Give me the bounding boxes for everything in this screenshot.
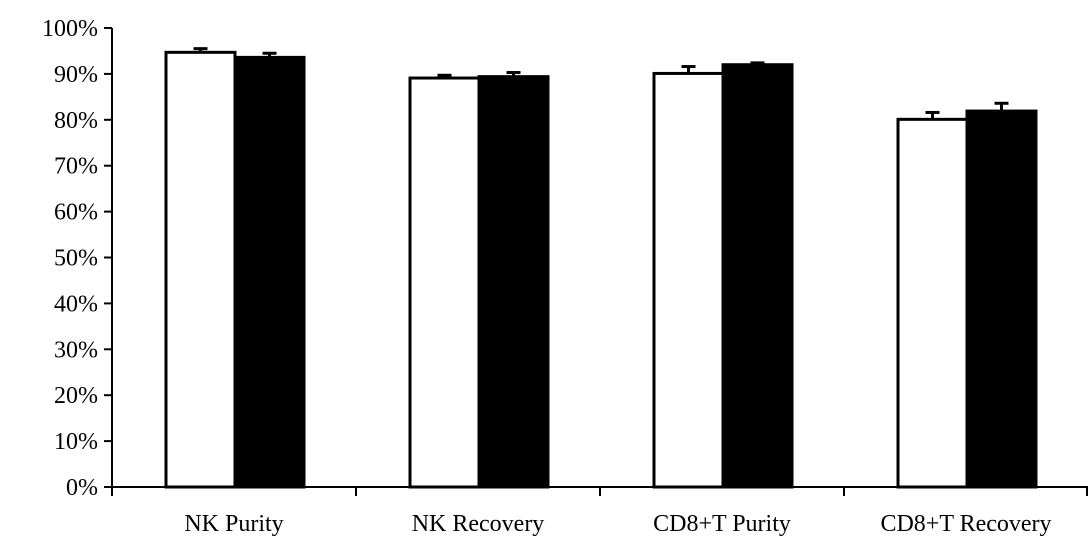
- y-tick-label: 50%: [54, 246, 98, 272]
- bar-white-nk-purity: [164, 50, 237, 489]
- error-bars-group: [193, 47, 1009, 120]
- bar-white-cd8-t-purity: [652, 71, 725, 489]
- x-category-label: CD8+T Recovery: [880, 511, 1051, 537]
- x-category-label: NK Purity: [184, 511, 283, 537]
- bar-white-nk-recovery: [408, 76, 481, 489]
- x-category-label: NK Recovery: [412, 511, 545, 537]
- bar-white-cd8-t-recovery: [896, 117, 969, 489]
- y-axis-ticks: 0% 10% 20% 30% 40% 50% 60% 70% 80% 90% 100%: [42, 16, 112, 501]
- x-category-label: CD8+T Purity: [653, 511, 791, 537]
- y-tick-label: 20%: [54, 383, 98, 409]
- y-tick-label: 0%: [66, 475, 98, 501]
- y-tick-label: 60%: [54, 200, 98, 226]
- axes: [111, 28, 1088, 496]
- y-tick-label: 30%: [54, 337, 98, 363]
- bar-black-nk-recovery: [477, 75, 550, 489]
- x-axis-labels: NK Purity NK Recovery CD8+T Purity CD8+T Re…: [184, 511, 1051, 537]
- y-tick-label: 10%: [54, 429, 98, 455]
- y-tick-label: 80%: [54, 108, 98, 134]
- y-tick-label: 100%: [42, 16, 98, 42]
- bar-black-cd8-t-recovery: [965, 109, 1038, 489]
- bars-group: [164, 50, 1038, 489]
- bar-black-cd8-t-purity: [721, 63, 794, 489]
- y-tick-label: 90%: [54, 62, 98, 88]
- y-tick-label: 70%: [54, 154, 98, 180]
- y-tick-label: 40%: [54, 291, 98, 317]
- bar-black-nk-purity: [233, 55, 306, 489]
